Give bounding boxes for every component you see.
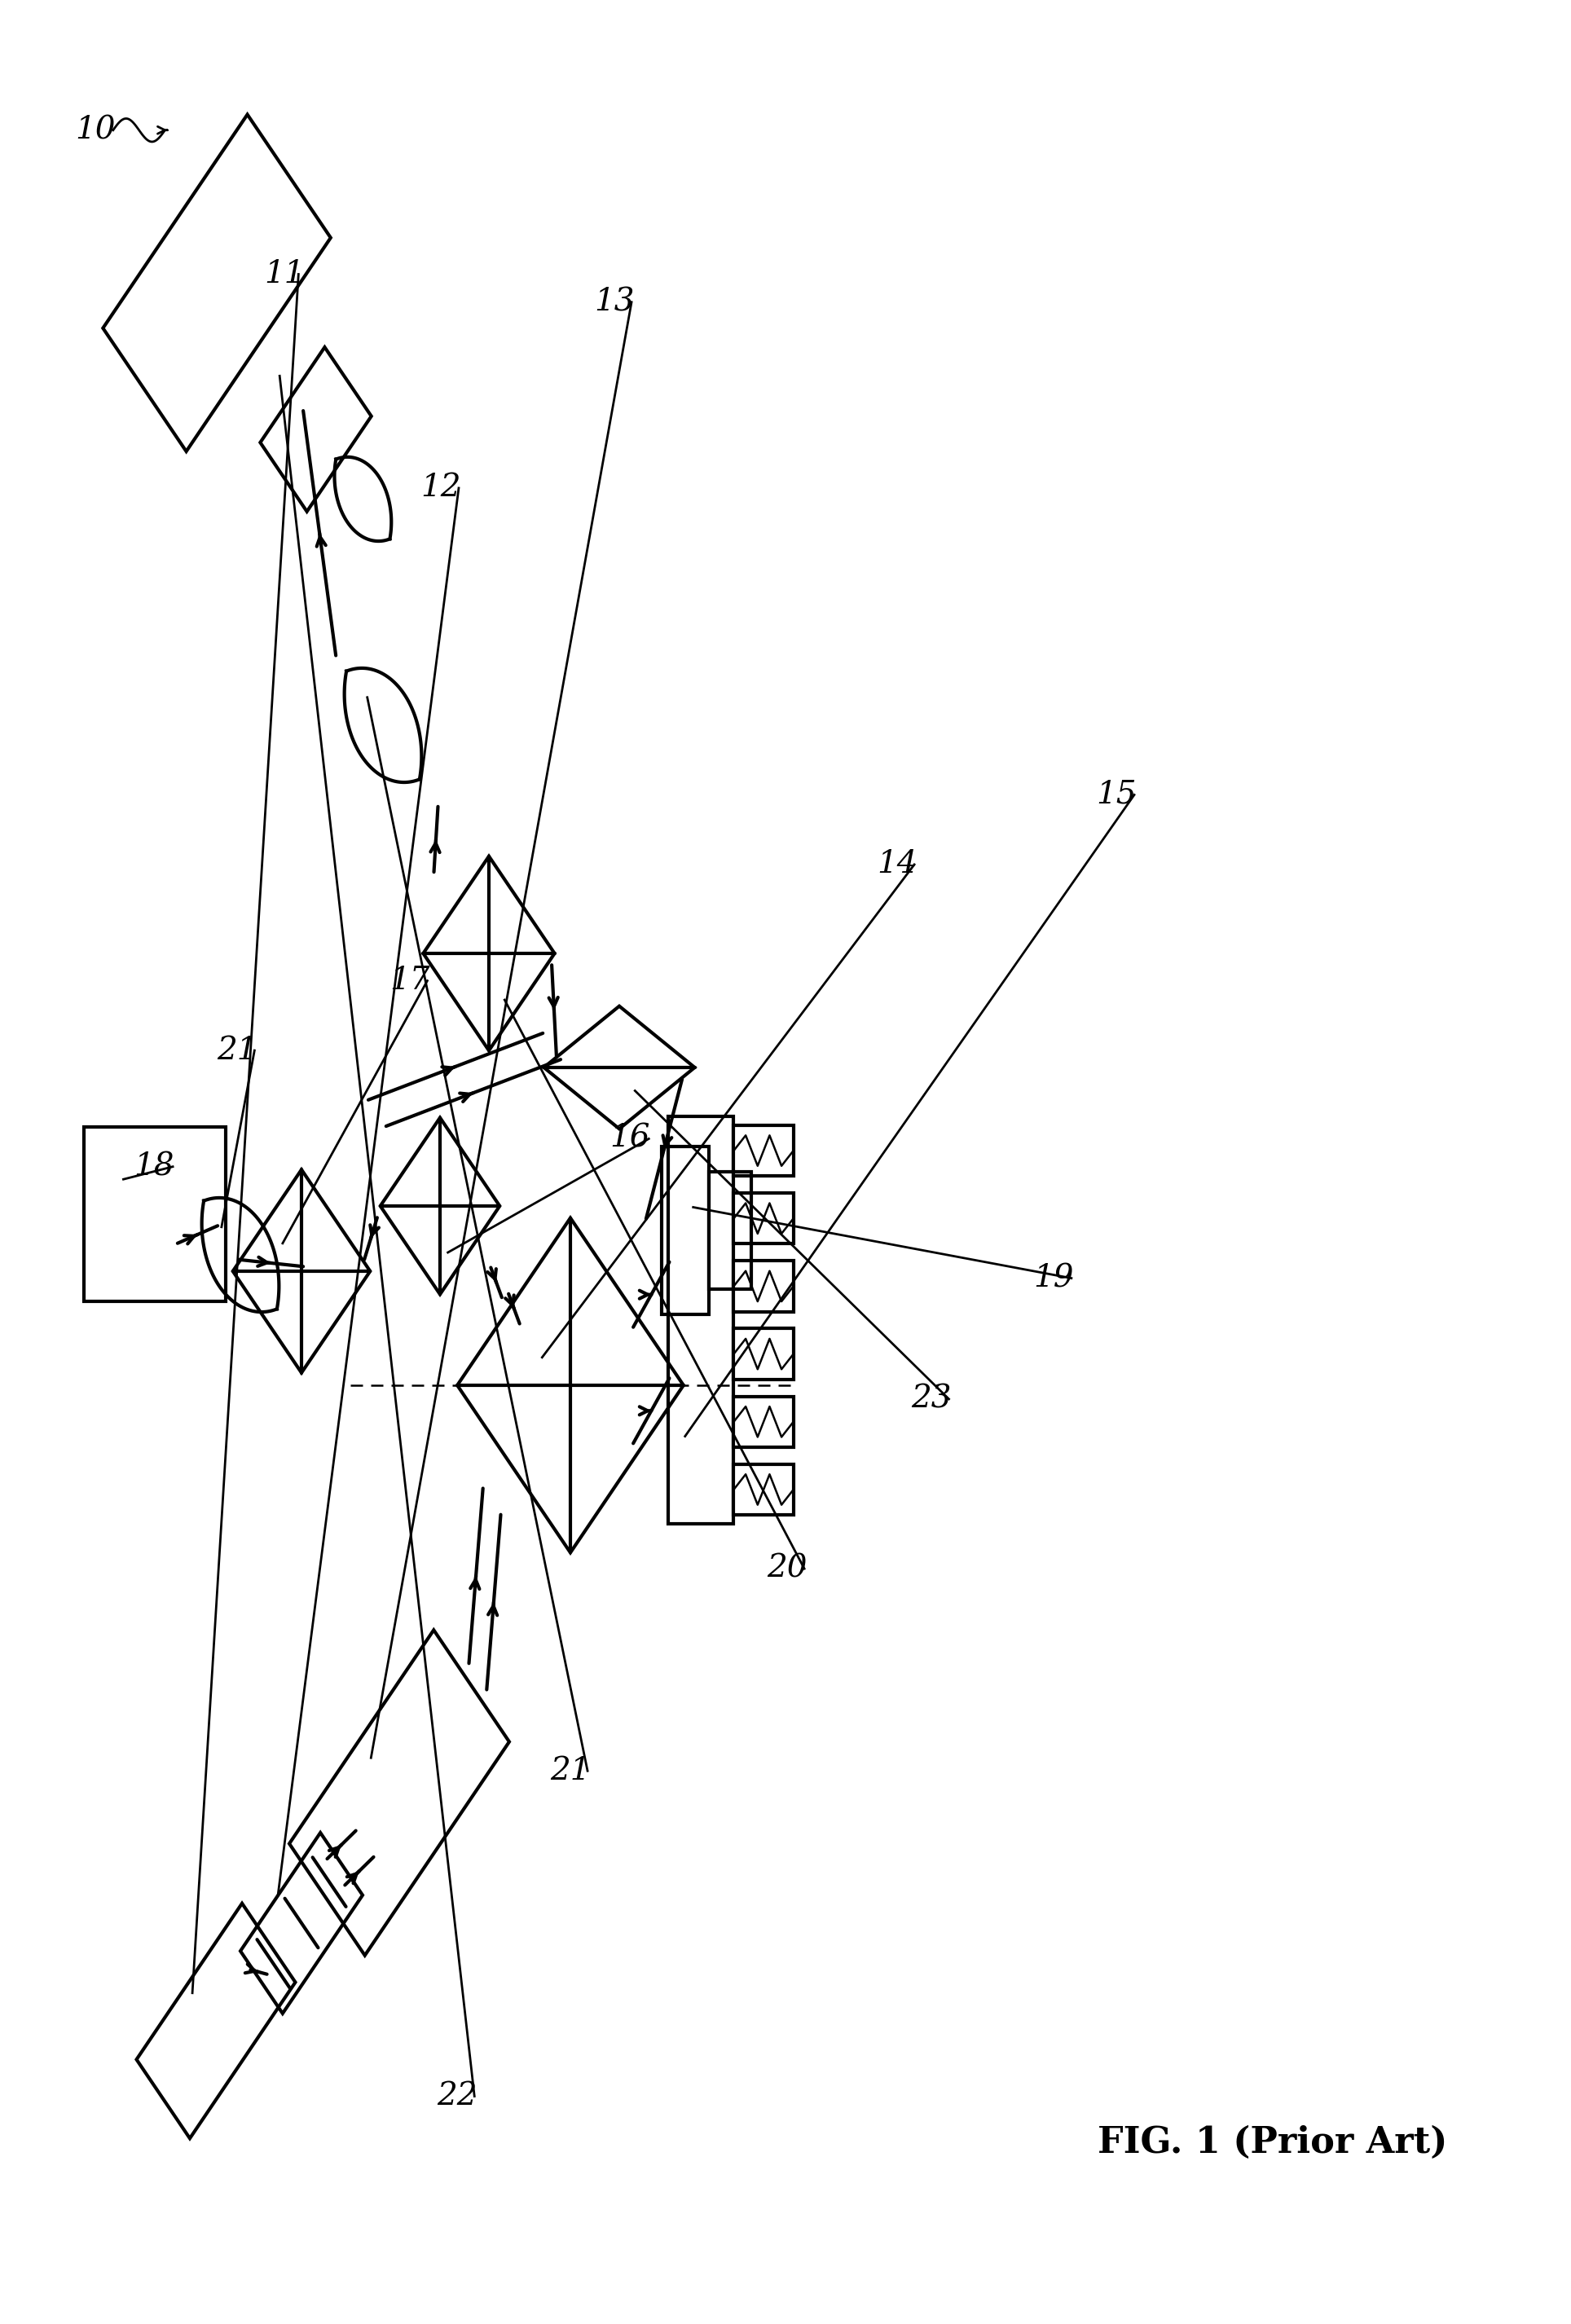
Bar [668,1118,734,1525]
Text: FIG. 1 (Prior Art): FIG. 1 (Prior Art) [1098,2124,1447,2161]
Bar [734,1464,793,1515]
Bar [85,1127,226,1301]
Text: 15: 15 [1097,781,1137,809]
Text: 13: 13 [594,288,635,316]
Text: 14: 14 [877,851,917,878]
Text: 22: 22 [437,2082,478,2110]
Text: 10: 10 [75,116,116,144]
Bar [661,1146,709,1313]
Bar [734,1397,793,1448]
Text: 20: 20 [767,1555,807,1583]
Text: 23: 23 [911,1385,952,1413]
Text: 17: 17 [390,967,430,995]
Text: 21: 21 [550,1757,591,1785]
Bar [734,1192,793,1243]
Text: 19: 19 [1034,1264,1075,1292]
Text: 12: 12 [421,474,462,502]
Bar [734,1262,793,1311]
Text: 16: 16 [610,1125,650,1153]
Bar [734,1125,793,1176]
Text: 21: 21 [217,1037,258,1064]
Bar [709,1171,751,1290]
Text: 11: 11 [264,260,305,288]
Bar [734,1329,793,1380]
Text: 18: 18 [134,1153,174,1181]
